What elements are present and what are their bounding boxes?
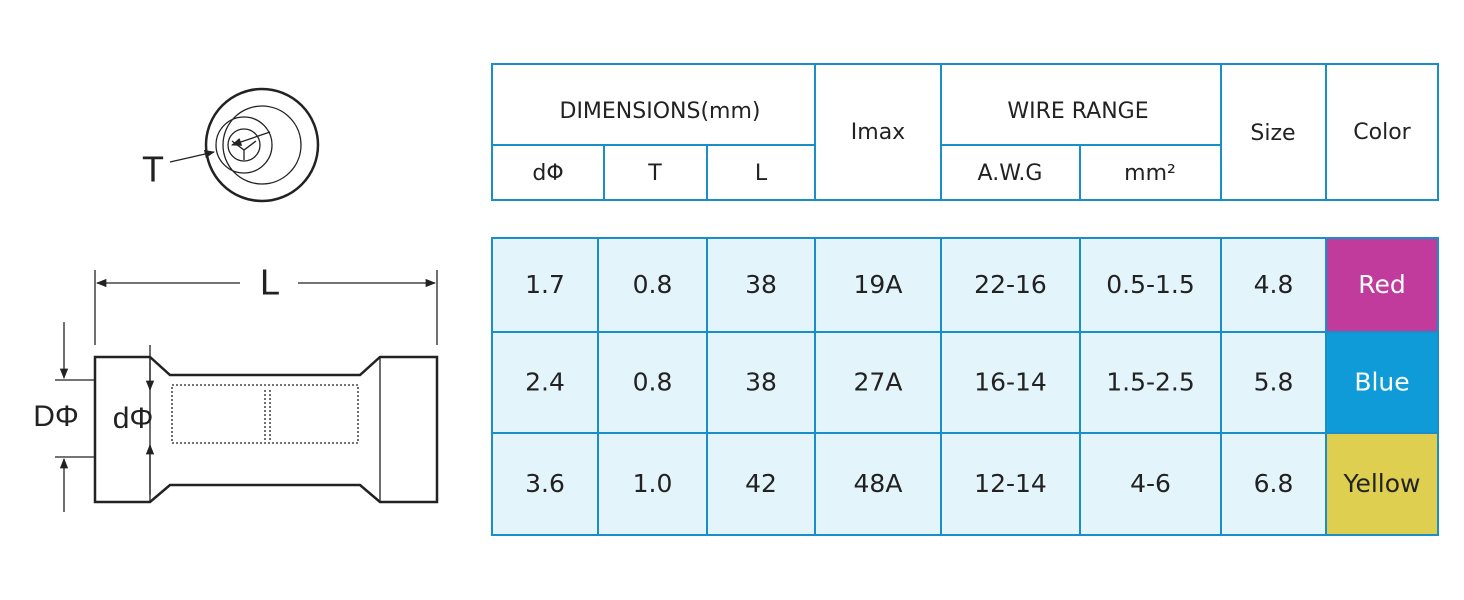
- table-cell: 38: [745, 270, 777, 299]
- table-cell: 19A: [854, 270, 903, 299]
- end-view: [169, 87, 320, 203]
- outer-d-label: DΦ: [33, 400, 79, 433]
- table-cell: 0.8: [633, 368, 673, 397]
- table-cell: 12-14: [974, 469, 1047, 498]
- header-cell: Imax: [851, 120, 905, 145]
- l-label: L: [260, 262, 280, 303]
- table-cell: 0.8: [633, 270, 673, 299]
- header-cell: DIMENSIONS(mm): [560, 99, 761, 124]
- sub-header-cell: L: [755, 161, 768, 186]
- t-label: T: [142, 149, 164, 190]
- color-swatch: [1326, 238, 1438, 332]
- table-cell: Red: [1358, 270, 1406, 299]
- table-bg: [492, 238, 1438, 535]
- table-cell: 27A: [854, 368, 903, 397]
- table-cell: 3.6: [525, 469, 565, 498]
- header-cell: Color: [1353, 120, 1411, 145]
- table-cell: 0.5-1.5: [1106, 270, 1195, 299]
- sub-header-cell: T: [647, 161, 662, 186]
- table-cell: 16-14: [974, 368, 1047, 397]
- table-cell: Yellow: [1343, 469, 1421, 498]
- header-cell: Size: [1250, 121, 1295, 146]
- sub-header-cell: A.W.G: [978, 161, 1043, 186]
- header-cell: WIRE RANGE: [1007, 99, 1148, 124]
- table-cell: 42: [745, 469, 777, 498]
- table-cell: Blue: [1354, 368, 1409, 397]
- table-cell: 1.5-2.5: [1106, 368, 1195, 397]
- table-cell: 38: [745, 368, 777, 397]
- table-cell: 1.7: [525, 270, 565, 299]
- table-cell: 4-6: [1130, 469, 1171, 498]
- sub-header-cell: mm²: [1124, 161, 1176, 186]
- table-cell: 48A: [854, 469, 903, 498]
- table-cell: 4.8: [1254, 270, 1294, 299]
- header-table: DIMENSIONS(mm) Imax WIRE RANGE Size Colo…: [491, 63, 1439, 201]
- body-table: 1.7 0.8 38 19A 22-16 0.5-1.5 4.8 Red 2.4 0.8 38 27A…: [491, 237, 1439, 536]
- table-cell: 2.4: [525, 368, 565, 397]
- side-view: [55, 270, 439, 512]
- table-cell: 1.0: [633, 469, 673, 498]
- color-swatch: [1326, 433, 1438, 535]
- table-cell: 6.8: [1254, 469, 1294, 498]
- sub-header-cell: dΦ: [532, 161, 563, 186]
- table-border: [491, 237, 1439, 536]
- inner-d-label: dΦ: [113, 402, 154, 435]
- table-cell: 5.8: [1254, 368, 1294, 397]
- color-swatch: [1326, 332, 1438, 433]
- table-cell: 22-16: [974, 270, 1047, 299]
